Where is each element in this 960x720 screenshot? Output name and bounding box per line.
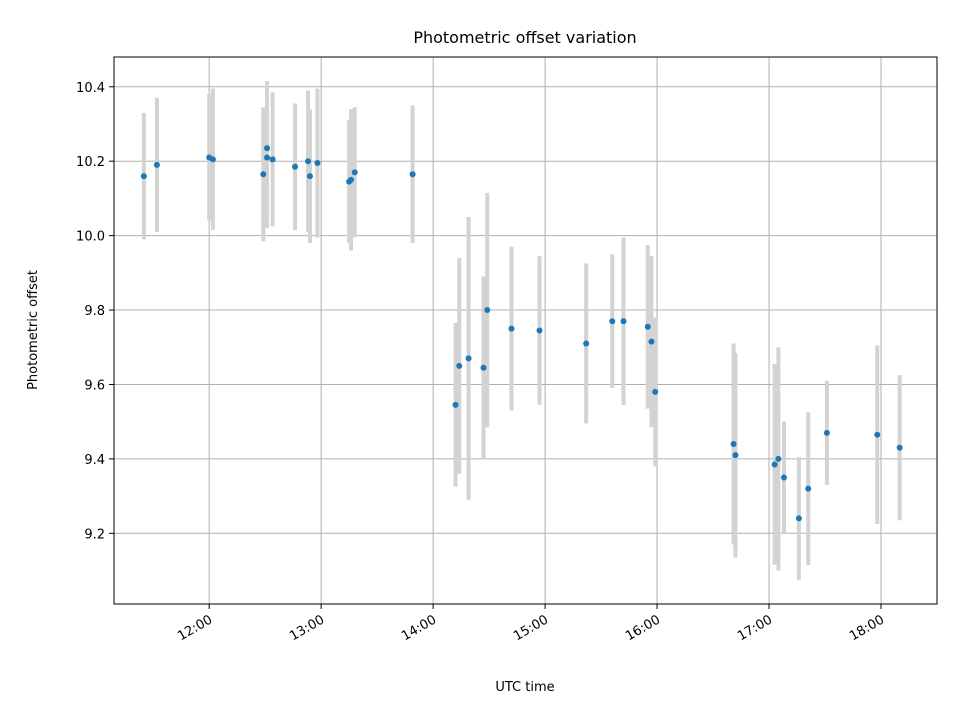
data-point <box>456 362 463 369</box>
data-point <box>652 388 659 395</box>
data-point <box>795 515 802 522</box>
plot-frame <box>113 56 938 605</box>
chart-title: Photometric offset variation <box>413 28 636 47</box>
data-point <box>732 452 739 459</box>
data-point <box>292 163 299 170</box>
data-point <box>140 173 147 180</box>
y-tick-label: 9.2 <box>84 527 105 542</box>
data-point <box>609 318 616 325</box>
data-point <box>209 156 216 163</box>
data-point <box>648 338 655 345</box>
data-point <box>775 455 782 462</box>
data-point <box>269 156 276 163</box>
data-point <box>264 154 271 161</box>
y-axis-label: Photometric offset <box>26 270 41 390</box>
data-point <box>780 474 787 481</box>
data-point <box>305 158 312 165</box>
data-point <box>730 440 737 447</box>
data-point <box>480 364 487 371</box>
data-point <box>771 461 778 468</box>
data-point <box>465 355 472 362</box>
data-point <box>644 323 651 330</box>
data-point <box>409 171 416 178</box>
data-point <box>264 145 271 152</box>
data-point <box>620 318 627 325</box>
y-tick-label: 10.0 <box>76 230 105 245</box>
y-tick-label: 10.4 <box>76 81 105 96</box>
data-point <box>153 161 160 168</box>
y-axis-ticks: 9.2 9.4 9.6 9.8 10.0 10.2 10.4 <box>76 81 114 542</box>
data-point <box>452 401 459 408</box>
data-point <box>351 169 358 176</box>
data-point <box>314 160 321 167</box>
data-point <box>484 307 491 314</box>
data-point <box>583 340 590 347</box>
y-tick-label: 10.2 <box>76 155 105 170</box>
y-tick-label: 9.8 <box>84 304 105 319</box>
data-point <box>896 444 903 451</box>
data-point <box>508 325 515 332</box>
data-point <box>348 176 355 183</box>
data-point <box>874 431 881 438</box>
y-tick-label: 9.6 <box>84 378 105 393</box>
data-points <box>140 145 903 522</box>
data-point <box>306 173 313 180</box>
data-point <box>536 327 543 334</box>
x-axis-label: UTC time <box>495 680 554 695</box>
data-point <box>823 429 830 436</box>
y-tick-label: 9.4 <box>84 453 105 468</box>
data-point <box>805 485 812 492</box>
data-point <box>260 171 267 178</box>
